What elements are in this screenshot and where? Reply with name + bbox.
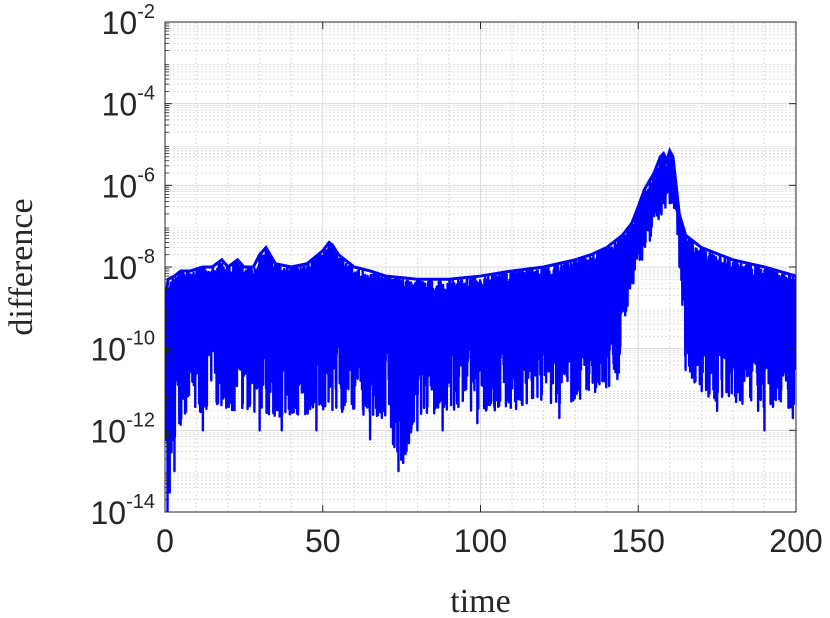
y-axis: 10-14 10-12 10-10 10-8 10-6 10-4 10-2 <box>91 1 796 531</box>
y-tick-label: 10-8 <box>102 246 155 286</box>
y-tick-label: 10-14 <box>91 491 156 531</box>
x-tick-label: 150 <box>612 523 665 559</box>
x-tick-label: 0 <box>156 523 174 559</box>
y-tick-label: 10-10 <box>91 328 156 368</box>
x-tick-label: 200 <box>769 523 822 559</box>
y-tick-label: 10-2 <box>102 1 155 41</box>
x-tick-label: 100 <box>454 523 507 559</box>
series-layer <box>165 146 796 512</box>
series-upper-envelope <box>165 146 796 296</box>
y-tick-label: 10-12 <box>91 409 156 449</box>
plot-area-clip <box>165 146 796 512</box>
x-axis: 0 50 100 150 200 <box>156 22 823 559</box>
x-axis-label: time <box>450 583 510 618</box>
x-tick-label: 50 <box>305 523 341 559</box>
y-axis-label: difference <box>3 198 40 335</box>
y-tick-label: 10-4 <box>102 83 155 123</box>
series-line <box>165 152 796 512</box>
y-tick-label: 10-6 <box>102 164 155 204</box>
